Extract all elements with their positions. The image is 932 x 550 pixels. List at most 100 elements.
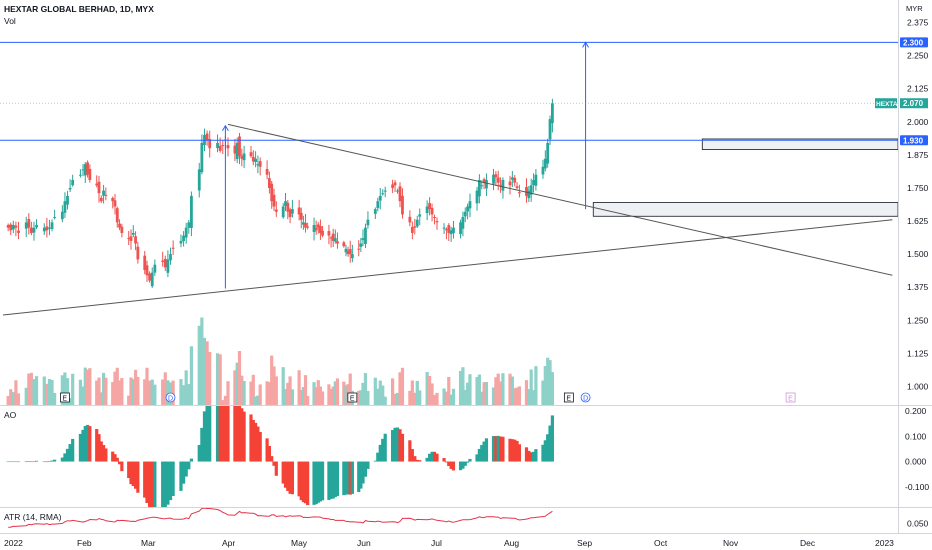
candle-body[interactable]: [373, 209, 377, 214]
candle-body[interactable]: [359, 243, 363, 247]
candle-body[interactable]: [408, 216, 412, 223]
candle-body[interactable]: [11, 225, 15, 230]
candle-body[interactable]: [286, 202, 290, 212]
candle-body[interactable]: [249, 152, 253, 157]
candle-body[interactable]: [242, 153, 246, 161]
candle-body[interactable]: [291, 209, 294, 214]
candle-body[interactable]: [527, 190, 531, 199]
candle-body[interactable]: [534, 174, 538, 186]
candle-body[interactable]: [169, 254, 172, 261]
candle-body[interactable]: [494, 174, 498, 178]
candle-body[interactable]: [127, 238, 131, 240]
candle-body[interactable]: [447, 225, 451, 233]
candle-body[interactable]: [482, 179, 486, 183]
candle-body[interactable]: [171, 247, 175, 249]
candle-body[interactable]: [529, 185, 533, 195]
candle-body[interactable]: [83, 164, 87, 176]
candle-body[interactable]: [104, 194, 108, 196]
candle-body[interactable]: [445, 229, 448, 231]
candle-body[interactable]: [27, 219, 31, 228]
candle-body[interactable]: [274, 209, 278, 212]
candle-body[interactable]: [166, 259, 170, 273]
candle-body[interactable]: [86, 162, 89, 175]
candle-body[interactable]: [548, 119, 552, 140]
candle-body[interactable]: [240, 155, 244, 159]
candle-body[interactable]: [461, 217, 465, 229]
candle-body[interactable]: [312, 225, 316, 232]
candle-body[interactable]: [163, 258, 167, 268]
candle-body[interactable]: [111, 197, 115, 202]
candle-body[interactable]: [258, 161, 262, 167]
earnings-marker[interactable]: E: [347, 392, 358, 403]
earnings-marker[interactable]: E: [60, 392, 70, 403]
candle-body[interactable]: [532, 180, 535, 185]
candle-body[interactable]: [525, 186, 528, 196]
candle-body[interactable]: [150, 272, 154, 287]
candle-body[interactable]: [218, 145, 222, 151]
candle-body[interactable]: [97, 181, 101, 194]
candle-body[interactable]: [136, 246, 140, 260]
dividend-marker[interactable]: D: [165, 392, 176, 403]
candle-body[interactable]: [413, 226, 417, 228]
candle-body[interactable]: [425, 206, 429, 214]
candle-body[interactable]: [496, 177, 500, 183]
candle-body[interactable]: [145, 265, 149, 276]
candle-body[interactable]: [35, 225, 38, 228]
candle-body[interactable]: [71, 180, 75, 186]
candle-body[interactable]: [510, 177, 514, 180]
candle-body[interactable]: [88, 168, 92, 180]
candle-body[interactable]: [9, 224, 13, 231]
candle-body[interactable]: [24, 222, 28, 229]
candle-body[interactable]: [221, 145, 225, 147]
candle-body[interactable]: [134, 236, 137, 244]
candle-body[interactable]: [297, 207, 301, 215]
candle-body[interactable]: [452, 227, 455, 234]
candle-body[interactable]: [515, 186, 519, 188]
candle-body[interactable]: [129, 236, 133, 241]
candle-body[interactable]: [148, 273, 152, 281]
candle-body[interactable]: [541, 166, 545, 175]
candle-body[interactable]: [306, 226, 310, 228]
candle-body[interactable]: [238, 136, 241, 157]
candle-body[interactable]: [513, 177, 517, 183]
candle-body[interactable]: [378, 195, 382, 201]
atr-pane[interactable]: [8, 507, 553, 528]
trendline[interactable]: [2, 219, 893, 316]
candle-body[interactable]: [316, 224, 320, 228]
candle-body[interactable]: [299, 212, 303, 220]
candle-body[interactable]: [327, 231, 331, 236]
candle-body[interactable]: [468, 201, 472, 209]
candle-body[interactable]: [480, 185, 484, 187]
candle-body[interactable]: [346, 250, 350, 255]
candle-body[interactable]: [383, 190, 387, 192]
candle-body[interactable]: [364, 227, 367, 244]
candle-body[interactable]: [508, 181, 512, 186]
candle-body[interactable]: [95, 183, 99, 186]
candle-body[interactable]: [333, 238, 337, 242]
candle-body[interactable]: [270, 183, 274, 202]
candle-body[interactable]: [396, 190, 399, 192]
candle-body[interactable]: [233, 145, 237, 154]
candle-body[interactable]: [205, 133, 209, 141]
candle-body[interactable]: [459, 222, 462, 235]
candle-body[interactable]: [433, 216, 436, 218]
candle-body[interactable]: [66, 195, 69, 205]
candle-body[interactable]: [284, 201, 287, 207]
candle-body[interactable]: [42, 227, 46, 232]
candle-body[interactable]: [235, 142, 239, 160]
candle-body[interactable]: [366, 219, 370, 226]
candle-body[interactable]: [550, 103, 554, 124]
candle-body[interactable]: [393, 182, 397, 186]
candle-body[interactable]: [398, 186, 402, 202]
candle-body[interactable]: [63, 201, 67, 213]
candle-body[interactable]: [254, 158, 257, 162]
candle-body[interactable]: [153, 264, 157, 273]
candle-body[interactable]: [342, 242, 346, 247]
candle-body[interactable]: [60, 211, 64, 220]
candle-body[interactable]: [329, 237, 333, 239]
candle-body[interactable]: [45, 226, 49, 231]
candle-body[interactable]: [48, 227, 51, 229]
candle-body[interactable]: [161, 260, 165, 263]
candle-body[interactable]: [184, 227, 188, 238]
